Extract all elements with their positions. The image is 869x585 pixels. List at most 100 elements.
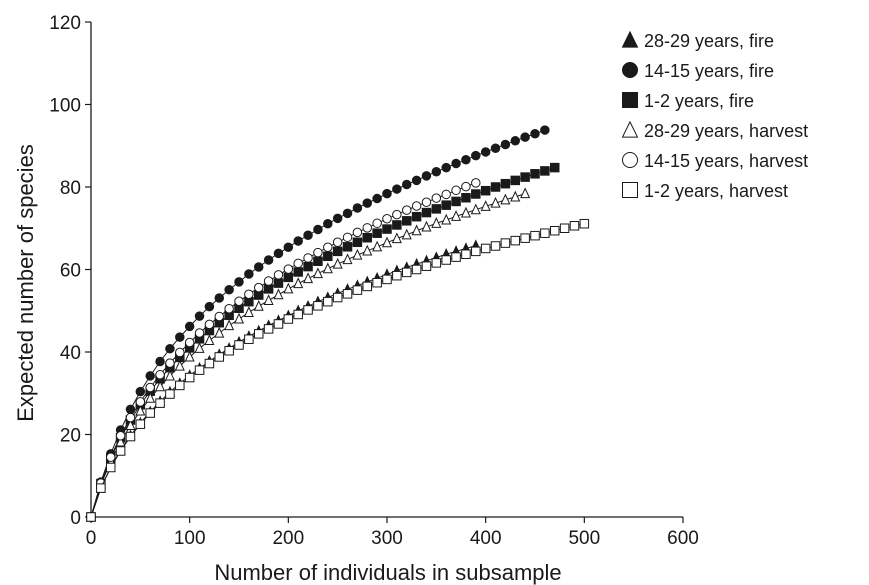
data-point (510, 190, 521, 202)
data-point (401, 228, 412, 240)
data-point (165, 389, 175, 399)
data-point (520, 172, 530, 182)
data-point (293, 267, 303, 277)
data-point (411, 201, 422, 211)
y-tick-label: 60 (60, 261, 81, 282)
data-point (263, 276, 274, 286)
data-point (145, 408, 155, 418)
y-tick-label: 20 (60, 426, 81, 447)
data-point (184, 337, 195, 348)
data-point (480, 147, 491, 157)
data-point (293, 258, 303, 269)
data-point (273, 270, 284, 280)
x-tick-label: 600 (667, 528, 699, 549)
data-point (322, 262, 333, 274)
x-tick-label: 300 (371, 528, 403, 549)
data-point (155, 380, 166, 392)
x-axis-title: Number of individuals in subsample (214, 560, 561, 585)
data-point (520, 233, 530, 243)
data-point (342, 208, 353, 219)
data-point (293, 277, 304, 289)
data-point (125, 419, 136, 430)
y-tick-label: 40 (60, 343, 81, 364)
series-line (90, 129, 546, 518)
data-point (253, 299, 264, 311)
data-point (135, 419, 146, 429)
data-point (461, 155, 471, 165)
x-tick-label: 100 (174, 528, 206, 549)
data-point (253, 262, 264, 272)
data-point (263, 294, 274, 305)
legend: 28-29 years, fire 14-15 years, fire 1-2 ye… (621, 30, 808, 201)
series-1 (85, 239, 481, 522)
legend-item: 14-15 years, harvest (622, 151, 808, 171)
x-tick-label: 200 (272, 528, 304, 549)
data-point (342, 232, 353, 243)
legend-label: 28-29 years, fire (644, 31, 774, 51)
data-point (451, 196, 461, 207)
data-point (401, 179, 412, 190)
data-point (175, 380, 185, 391)
data-point (471, 246, 481, 257)
legend-label: 1-2 years, harvest (644, 181, 788, 201)
data-point (184, 321, 195, 332)
data-point (332, 246, 343, 257)
data-point (342, 253, 353, 265)
data-point (145, 371, 155, 381)
data-point (540, 166, 550, 176)
data-point (155, 369, 165, 380)
data-point (273, 278, 284, 288)
data-point (461, 192, 471, 203)
data-point (411, 264, 422, 275)
data-point (401, 216, 412, 226)
series-4 (85, 187, 531, 522)
legend-label: 14-15 years, harvest (644, 151, 808, 171)
data-point (382, 188, 392, 199)
axis-ticks: 0 100 200 300 400 500 600 0 20 40 60 80 100 120 (49, 13, 699, 549)
data-point (96, 483, 106, 493)
data-point (490, 143, 501, 153)
data-point (283, 282, 294, 294)
data-point (540, 228, 550, 238)
data-point (411, 175, 422, 186)
data-point (323, 296, 333, 307)
data-point (214, 293, 225, 303)
data-point (471, 150, 481, 161)
data-point (362, 281, 373, 292)
data-point (204, 358, 215, 369)
data-point (244, 289, 254, 299)
data-point (451, 252, 461, 262)
data-point (135, 386, 146, 397)
data-point (441, 162, 451, 173)
data-point (392, 220, 402, 230)
legend-label: 1-2 years, fire (644, 91, 754, 111)
data-point (441, 189, 451, 200)
data-point (313, 247, 323, 258)
data-point (234, 277, 244, 287)
data-point (244, 269, 254, 279)
legend-marker-circle-filled (622, 62, 638, 78)
data-point (441, 200, 451, 210)
legend-marker-circle-open (622, 152, 638, 168)
data-point (352, 227, 363, 238)
data-point (362, 198, 373, 208)
series-3 (86, 162, 560, 522)
data-point (480, 200, 491, 211)
data-point (263, 284, 274, 294)
data-point (372, 228, 382, 238)
series-line (90, 193, 526, 518)
x-tick-label: 0 (86, 528, 97, 549)
data-point (451, 210, 462, 221)
data-point (164, 369, 175, 381)
data-point (401, 205, 412, 215)
legend-label: 28-29 years, harvest (644, 121, 808, 141)
data-point (461, 181, 471, 192)
data-point (431, 193, 442, 203)
data-point (569, 221, 580, 231)
data-point (214, 311, 225, 322)
data-point (184, 372, 195, 383)
data-point (184, 350, 195, 362)
data-point (253, 282, 264, 293)
data-point (125, 431, 136, 442)
legend-item: 28-29 years, harvest (621, 120, 808, 141)
